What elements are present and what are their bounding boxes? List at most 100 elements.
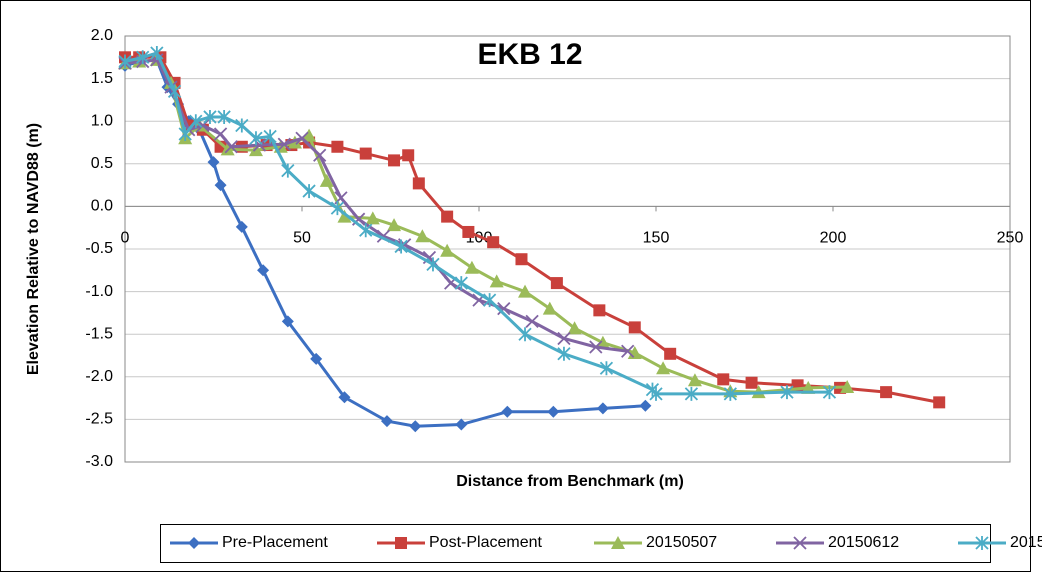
data-point <box>310 352 323 365</box>
data-point <box>840 380 855 394</box>
data-point <box>717 373 730 386</box>
data-point <box>136 50 150 65</box>
data-point <box>801 380 816 394</box>
data-point <box>394 239 408 254</box>
data-point <box>263 129 277 144</box>
data-point <box>365 211 380 225</box>
x-tick-label: 250 <box>997 230 1024 247</box>
legend-label: Pre-Placement <box>222 534 328 551</box>
data-point <box>118 54 132 69</box>
series-line <box>124 58 628 353</box>
data-point <box>822 385 837 400</box>
legend-box <box>160 524 991 563</box>
legend-label: 20150507 <box>646 534 717 551</box>
data-point <box>387 218 402 232</box>
y-tick-label: 2.0 <box>91 27 113 44</box>
data-point <box>359 223 373 238</box>
data-point <box>178 126 192 141</box>
data-point <box>426 257 440 272</box>
legend-label: 20150612 <box>828 534 899 551</box>
data-point <box>217 109 231 124</box>
legend-marker <box>975 536 989 550</box>
data-point <box>440 243 455 257</box>
y-tick-label: 0.0 <box>91 198 113 215</box>
data-point <box>224 140 238 154</box>
data-point <box>235 118 249 133</box>
data-point <box>295 131 309 145</box>
data-point <box>557 331 571 346</box>
x-tick-label: 0 <box>121 230 130 247</box>
data-point <box>207 156 220 169</box>
data-point <box>628 321 641 334</box>
data-point <box>599 361 614 376</box>
y-tick-label: 0.5 <box>91 155 113 172</box>
data-point <box>501 405 514 418</box>
data-point <box>189 114 203 129</box>
data-point <box>684 386 699 401</box>
data-point <box>596 402 609 415</box>
data-point <box>639 399 652 412</box>
data-point <box>518 327 532 342</box>
data-point <box>525 314 539 329</box>
data-point <box>542 301 557 315</box>
data-point <box>487 236 500 249</box>
data-point <box>277 137 291 151</box>
data-point <box>441 210 454 223</box>
data-point <box>167 84 182 99</box>
data-point <box>182 119 195 132</box>
data-point <box>745 376 758 389</box>
data-point <box>281 163 295 178</box>
data-point <box>409 420 422 433</box>
legend-label: Post-Placement <box>429 534 542 551</box>
legend-marker <box>395 537 407 549</box>
data-point <box>412 177 425 190</box>
data-point <box>454 276 468 291</box>
data-point <box>880 386 893 399</box>
data-point <box>497 302 511 316</box>
data-point <box>330 201 345 216</box>
data-point <box>557 346 571 361</box>
data-point <box>595 335 610 349</box>
data-point <box>589 340 603 354</box>
data-point <box>464 260 479 274</box>
y-tick-label: -0.5 <box>85 240 113 257</box>
data-point <box>302 184 316 199</box>
data-point <box>338 391 351 404</box>
y-axis-label: Elevation Relative to NAVD88 (m) <box>25 123 42 375</box>
data-point <box>550 277 563 290</box>
x-tick-label: 200 <box>820 230 847 247</box>
y-tick-label: -1.0 <box>85 283 113 300</box>
x-tick-label: 50 <box>293 230 311 247</box>
data-point <box>723 386 737 401</box>
data-point <box>933 396 946 409</box>
data-point <box>515 253 528 266</box>
y-tick-label: 1.0 <box>91 112 113 129</box>
data-point <box>281 315 294 328</box>
data-point <box>388 154 401 167</box>
chart-title: EKB 12 <box>477 38 582 71</box>
data-point <box>547 405 560 418</box>
data-point <box>656 361 671 375</box>
y-tick-label: -1.5 <box>85 325 113 342</box>
data-point <box>302 128 317 142</box>
data-point <box>313 148 327 162</box>
legend-label: 20150817 <box>1010 534 1042 551</box>
data-point <box>482 293 497 308</box>
data-point <box>214 140 227 153</box>
data-point <box>380 415 393 428</box>
data-point <box>337 209 352 223</box>
data-point <box>621 344 635 358</box>
y-tick-label: -3.0 <box>85 453 113 470</box>
data-point <box>402 149 415 162</box>
data-point <box>331 140 344 153</box>
data-point <box>489 274 504 288</box>
y-tick-label: 1.5 <box>91 70 113 87</box>
data-point <box>518 284 533 298</box>
data-point <box>249 131 263 146</box>
data-point <box>214 179 227 192</box>
legend-marker <box>188 537 200 549</box>
x-tick-label: 150 <box>643 230 670 247</box>
data-point <box>780 385 794 400</box>
